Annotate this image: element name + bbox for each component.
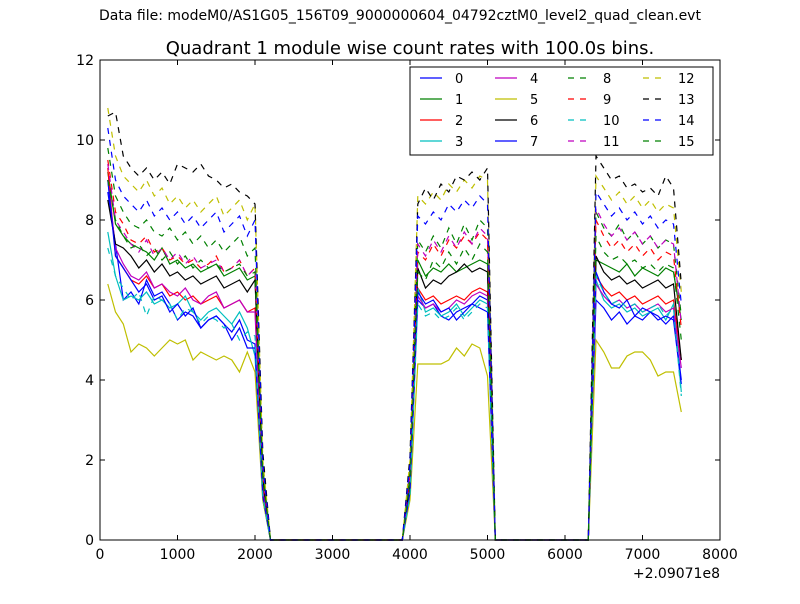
legend-label-6: 6	[530, 114, 538, 129]
y-tick-label: 4	[85, 373, 94, 389]
x-tick-label: 4000	[392, 547, 428, 563]
series-lines	[107, 107, 682, 541]
y-tick-label: 8	[85, 213, 94, 229]
legend-label-9: 9	[603, 93, 611, 108]
series-line-11	[107, 163, 682, 541]
x-tick-label: 7000	[625, 547, 661, 563]
figure-suptitle: Data file: modeM0/AS1G05_156T09_90000006…	[99, 8, 701, 24]
legend-label-5: 5	[530, 93, 538, 108]
x-tick-label: 0	[96, 547, 105, 563]
legend-label-4: 4	[530, 72, 538, 87]
x-tick-label: 6000	[547, 547, 583, 563]
legend-label-14: 14	[678, 114, 695, 129]
axis-ticks: 0 1000 2000 3000 4000 5000 6000 7000 80000246810…	[76, 53, 738, 563]
legend-label-3: 3	[455, 135, 463, 150]
legend-label-0: 0	[455, 72, 463, 87]
y-tick-label: 10	[76, 133, 94, 149]
legend-label-11: 11	[603, 135, 620, 150]
legend-label-8: 8	[603, 72, 611, 87]
y-tick-label: 2	[85, 453, 94, 469]
legend-label-2: 2	[455, 114, 463, 129]
x-tick-label: 1000	[160, 547, 196, 563]
legend-box	[409, 66, 714, 156]
y-tick-label: 12	[76, 53, 94, 69]
chart-title: Quadrant 1 module wise count rates with …	[166, 38, 655, 59]
y-tick-label: 0	[85, 533, 94, 549]
legend-label-15: 15	[678, 135, 695, 150]
x-tick-label: 3000	[315, 547, 351, 563]
legend-label-1: 1	[455, 93, 463, 108]
y-tick-label: 6	[85, 293, 94, 309]
x-tick-label: 2000	[237, 547, 273, 563]
legend-label-10: 10	[603, 114, 620, 129]
x-tick-label: 5000	[470, 547, 506, 563]
legend-label-7: 7	[530, 135, 538, 150]
x-offset-label: +2.09071e8	[633, 566, 720, 582]
x-tick-label: 8000	[702, 547, 738, 563]
legend-label-13: 13	[678, 93, 695, 108]
legend-label-12: 12	[678, 72, 695, 87]
